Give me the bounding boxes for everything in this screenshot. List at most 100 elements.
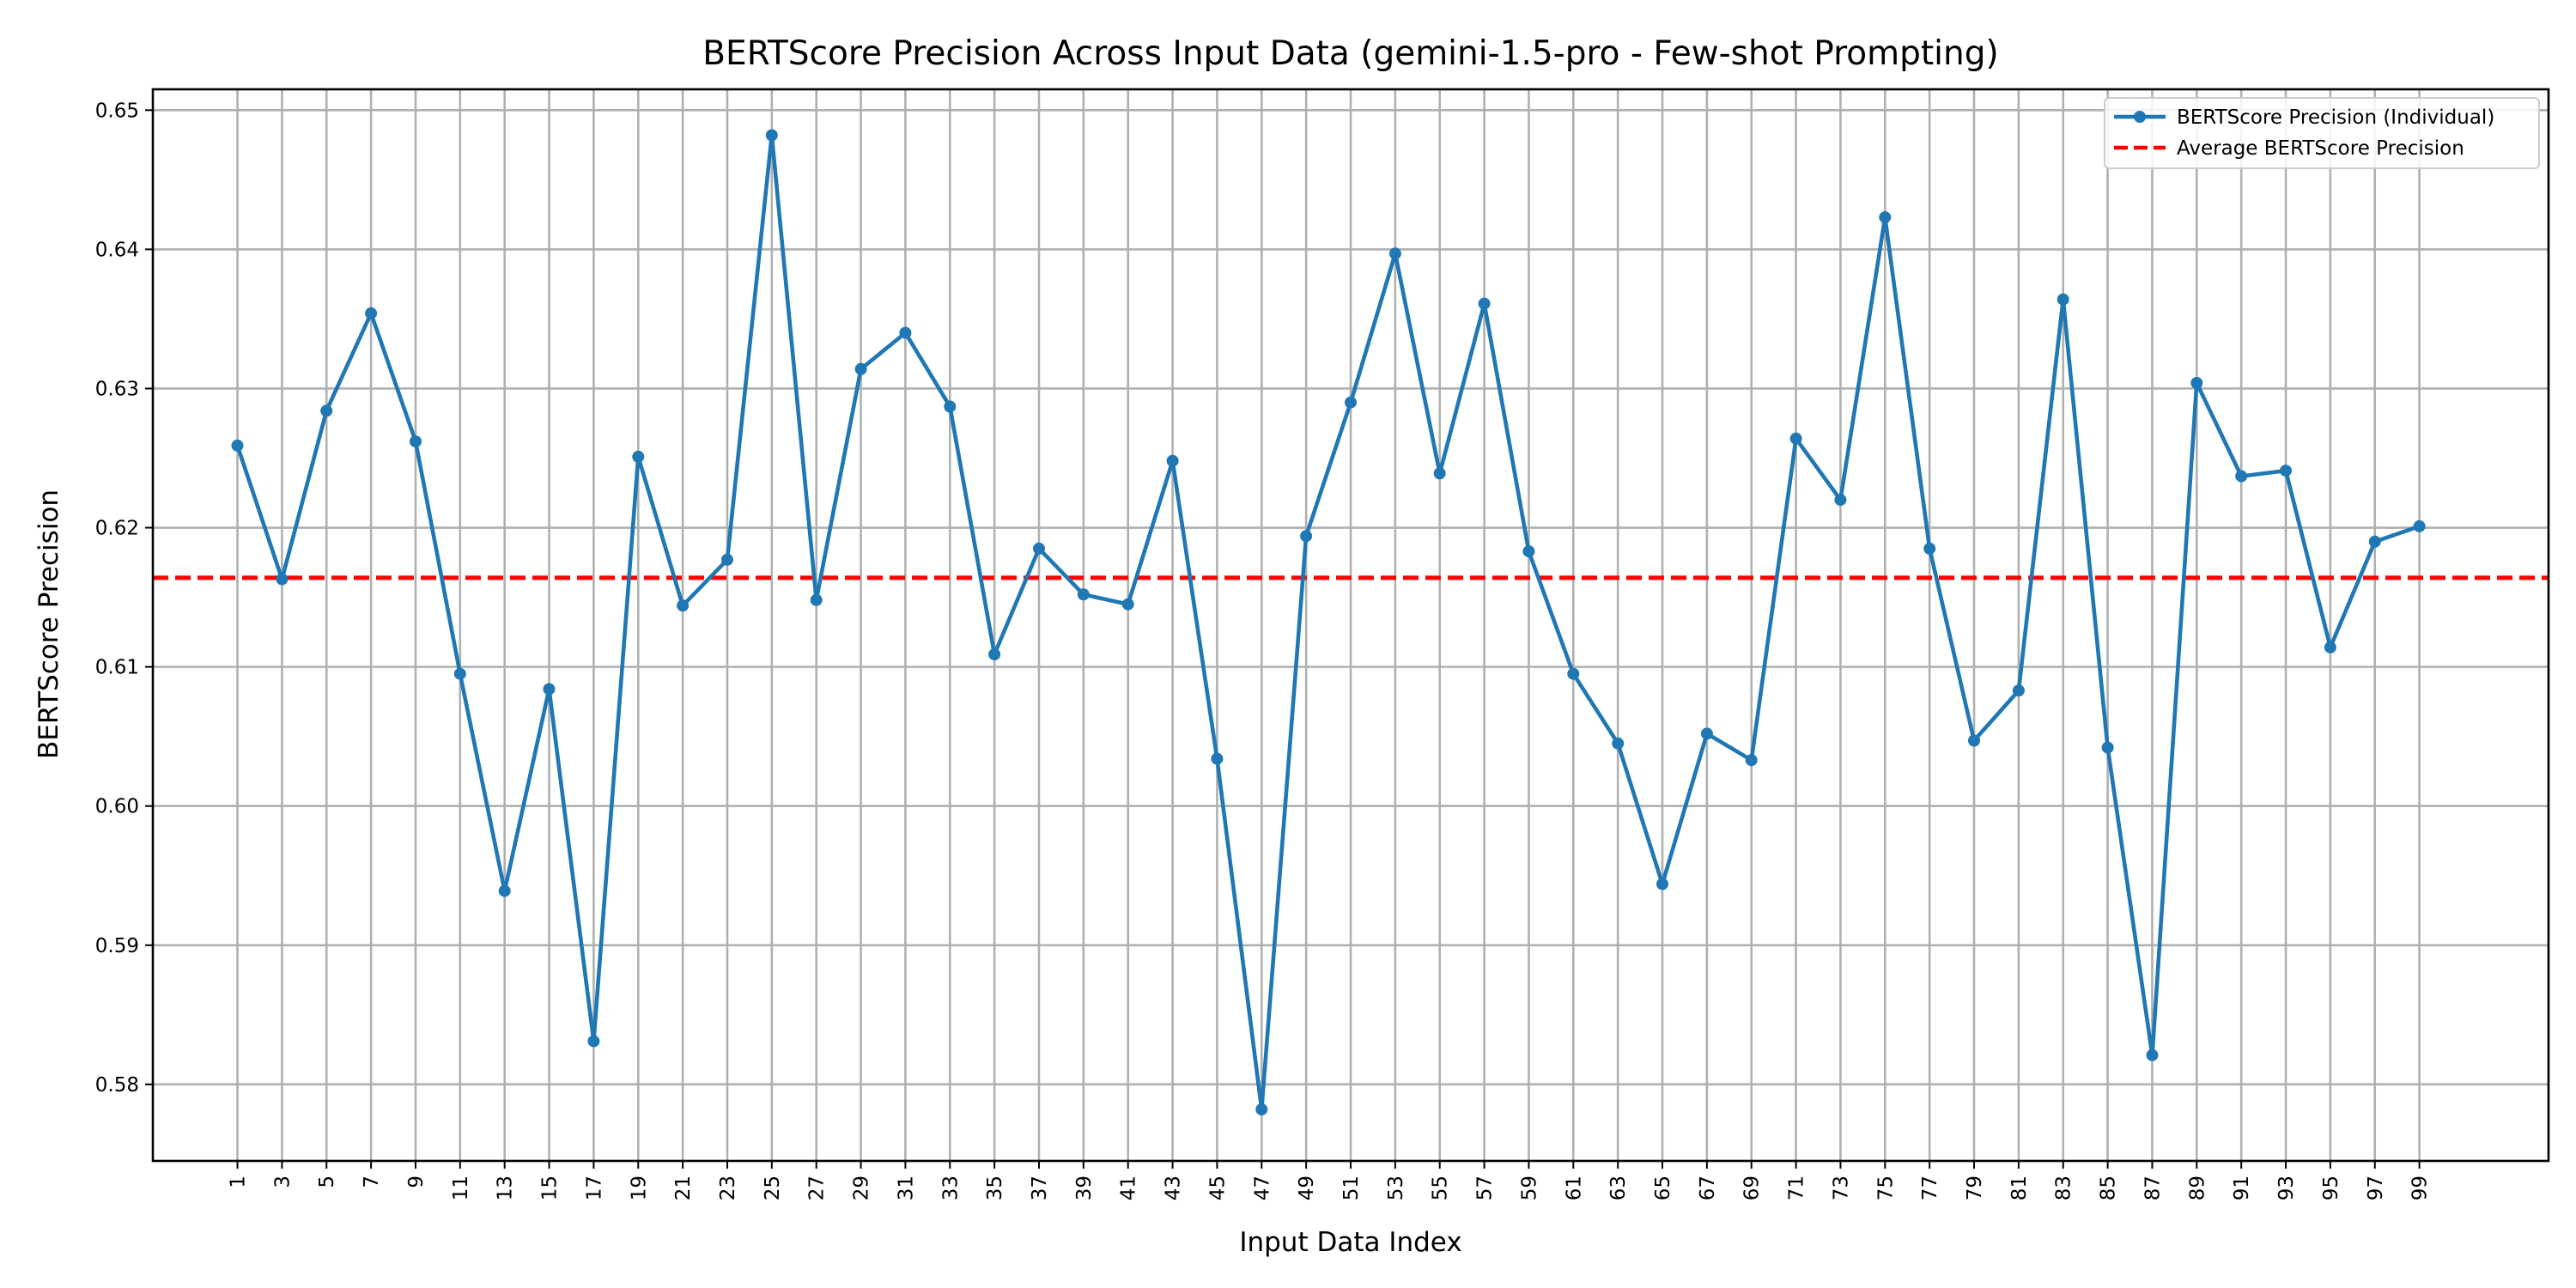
legend-label-individual: BERTScore Precision (Individual) [2177, 106, 2494, 129]
data-point [854, 362, 867, 375]
x-tick-label: 61 [1563, 1176, 1585, 1200]
x-tick-label: 97 [2365, 1176, 2387, 1200]
x-tick-label: 1 [228, 1176, 250, 1188]
chart-title: BERTScore Precision Across Input Data (g… [702, 34, 1998, 73]
x-tick-label: 5 [316, 1176, 338, 1188]
x-tick-label: 75 [1874, 1176, 1897, 1200]
x-tick-label: 49 [1296, 1176, 1318, 1200]
y-tick-label: 0.60 [95, 796, 139, 818]
y-tick-label: 0.59 [95, 935, 139, 957]
x-tick-label: 47 [1251, 1176, 1273, 1200]
x-tick-label: 79 [1964, 1176, 1986, 1200]
legend-label-average: Average BERTScore Precision [2177, 137, 2464, 160]
data-point [1879, 211, 1892, 224]
x-tick-label: 33 [939, 1176, 962, 1200]
x-tick-label: 3 [271, 1176, 294, 1188]
x-tick-label: 89 [2186, 1176, 2208, 1200]
data-point [2235, 470, 2248, 483]
y-tick-label: 0.61 [95, 657, 139, 679]
data-point [2057, 293, 2069, 306]
x-tick-label: 59 [1518, 1176, 1540, 1200]
data-point [320, 404, 333, 417]
x-tick-label: 43 [1163, 1176, 1185, 1200]
data-point [1834, 494, 1847, 507]
x-tick-label: 29 [851, 1176, 873, 1200]
data-point [1478, 297, 1491, 310]
x-tick-label: 9 [405, 1176, 428, 1188]
x-tick-label: 83 [2053, 1176, 2075, 1200]
x-tick-label: 41 [1118, 1176, 1140, 1200]
data-point [365, 307, 378, 319]
data-point [1656, 878, 1668, 890]
x-tick-label: 63 [1607, 1176, 1630, 1200]
x-tick-label: 39 [1073, 1176, 1096, 1200]
x-tick-label: 57 [1474, 1176, 1497, 1200]
data-point [677, 599, 690, 612]
data-point [899, 326, 912, 339]
data-point [1789, 432, 1802, 445]
x-tick-label: 87 [2142, 1176, 2164, 1200]
data-point [2280, 465, 2292, 477]
data-point [1612, 737, 1625, 750]
x-tick-label: 95 [2320, 1176, 2342, 1200]
x-tick-label: 31 [895, 1176, 917, 1200]
data-point [1077, 588, 1090, 601]
data-point [1567, 667, 1580, 680]
data-point [2413, 519, 2426, 532]
x-tick-label: 17 [583, 1176, 605, 1200]
data-point [1923, 542, 1936, 555]
y-tick-label: 0.62 [95, 518, 139, 540]
data-point [1745, 754, 1758, 767]
x-tick-label: 81 [2008, 1176, 2031, 1200]
legend-box [2104, 97, 2540, 169]
x-tick-label: 35 [984, 1176, 1006, 1200]
data-point [988, 648, 1001, 660]
x-tick-label: 93 [2275, 1176, 2298, 1200]
x-tick-label: 7 [361, 1176, 383, 1188]
legend: BERTScore Precision (Individual) Average… [2104, 97, 2540, 169]
x-tick-label: 85 [2098, 1176, 2120, 1200]
x-tick-label: 11 [450, 1176, 472, 1200]
y-tick-label: 0.58 [95, 1074, 139, 1097]
x-tick-label: 27 [806, 1176, 829, 1200]
x-tick-label: 67 [1697, 1176, 1719, 1200]
data-point [276, 573, 289, 586]
x-axis-label: Input Data Index [1239, 1227, 1461, 1258]
legend-series-marker [2134, 111, 2146, 123]
data-point [2190, 377, 2203, 389]
x-tick-label: 51 [1340, 1176, 1363, 1200]
data-point [2368, 535, 2381, 548]
data-point [1700, 727, 1713, 740]
x-tick-label: 99 [2409, 1176, 2432, 1200]
data-point [1255, 1103, 1268, 1115]
series-layer [231, 129, 2426, 1115]
x-tick-label: 45 [1206, 1176, 1229, 1200]
x-tick-label: 55 [1430, 1176, 1452, 1200]
data-point [632, 450, 645, 463]
data-point [810, 593, 823, 606]
data-point [1522, 545, 1535, 558]
x-tick-label: 53 [1385, 1176, 1407, 1200]
x-tick-label: 91 [2231, 1176, 2253, 1200]
x-tick-label: 21 [672, 1176, 695, 1200]
x-tick-label: 37 [1029, 1176, 1051, 1200]
x-tick-label: 69 [1741, 1176, 1764, 1200]
data-point [1211, 752, 1224, 765]
data-point [2324, 641, 2336, 653]
data-point [2146, 1048, 2159, 1061]
data-point [231, 439, 244, 452]
data-point [2012, 684, 2025, 697]
y-axis-label: BERTScore Precision [33, 489, 64, 759]
y-tick-label: 0.64 [95, 239, 139, 261]
x-tick-label: 25 [762, 1176, 784, 1200]
data-point [1300, 530, 1313, 543]
x-tick-label: 65 [1652, 1176, 1674, 1200]
x-tick-label: 71 [1786, 1176, 1808, 1200]
x-tick-label: 19 [628, 1176, 650, 1200]
data-point [1121, 598, 1134, 611]
x-tick-label: 15 [539, 1176, 562, 1200]
data-point [587, 1035, 600, 1048]
x-tick-label: 13 [495, 1176, 517, 1200]
